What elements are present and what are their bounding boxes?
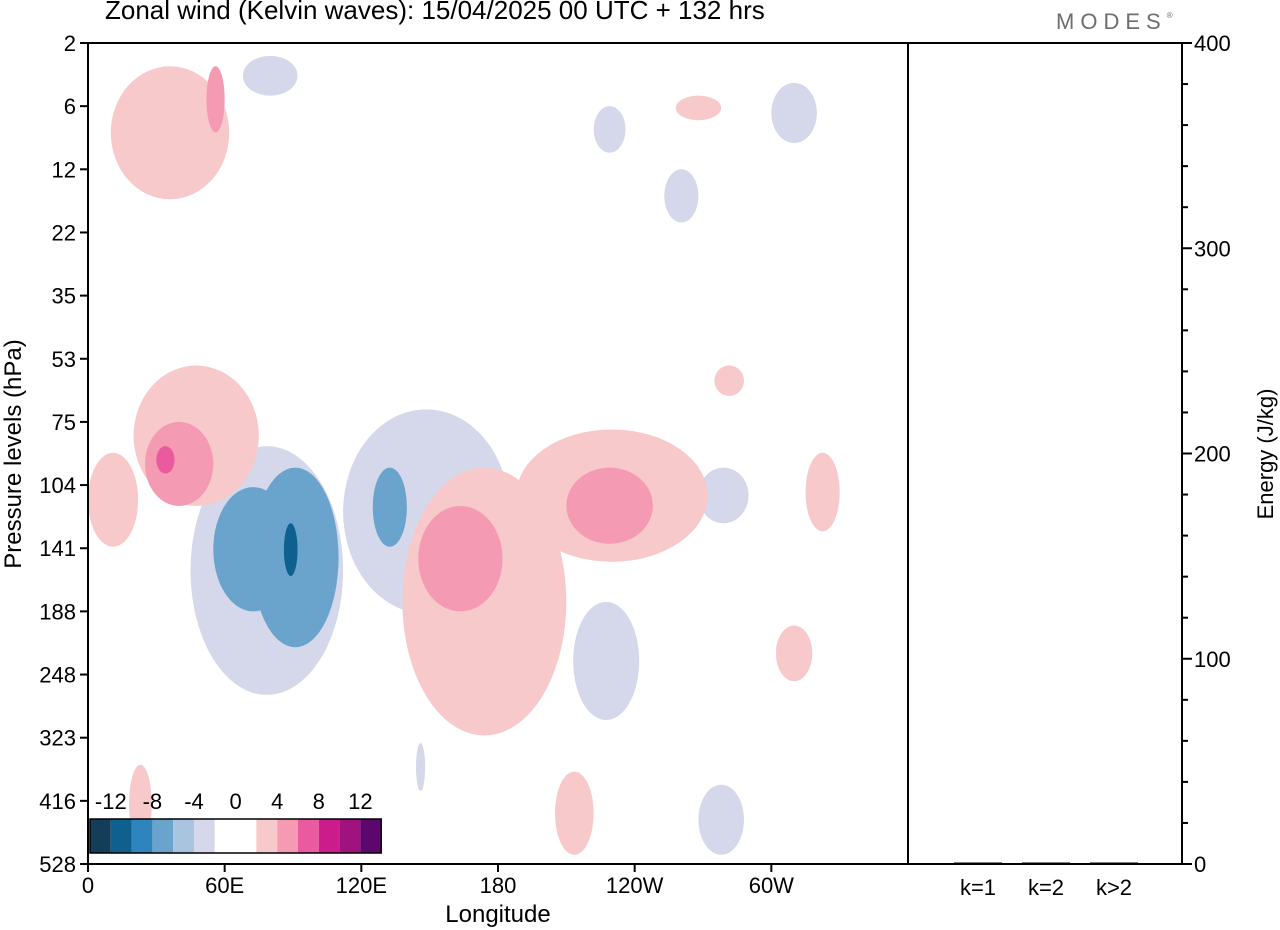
energy-tick-label: 200 bbox=[1194, 442, 1231, 467]
y-axis-label: Pressure levels (hPa) bbox=[0, 339, 27, 568]
colorbar-swatch bbox=[214, 819, 236, 853]
longitude-tick-label: 120E bbox=[336, 873, 387, 898]
energy-bar-label: k=1 bbox=[960, 875, 996, 900]
longitude-tick-label: 60E bbox=[205, 873, 244, 898]
easterly-region bbox=[283, 523, 298, 576]
energy-bar-label: k>2 bbox=[1096, 875, 1132, 900]
westerly-region bbox=[566, 467, 653, 544]
pressure-tick-label: 104 bbox=[39, 473, 76, 498]
colorbar-label: 12 bbox=[348, 789, 372, 814]
energy-bar-label: k=2 bbox=[1028, 875, 1064, 900]
energy-bar bbox=[1090, 862, 1138, 864]
colorbar-label: 4 bbox=[271, 789, 283, 814]
energy-axis: 0 100 200 300 400 bbox=[1182, 31, 1231, 877]
energy-bar bbox=[954, 862, 1002, 864]
colorbar-label: -12 bbox=[95, 789, 127, 814]
pressure-tick-label: 528 bbox=[39, 852, 76, 877]
westerly-region bbox=[554, 771, 594, 855]
westerly-region bbox=[88, 452, 139, 547]
pressure-tick-label: 35 bbox=[52, 284, 76, 309]
colorbar-swatch bbox=[339, 819, 361, 853]
pressure-tick-label: 188 bbox=[39, 599, 76, 624]
westerly-region bbox=[206, 66, 225, 133]
colorbar: -12 -8 -4 0 4 8 12 bbox=[89, 789, 382, 854]
westerly-region bbox=[144, 421, 214, 506]
easterly-region bbox=[698, 784, 744, 855]
westerly-region bbox=[418, 505, 503, 612]
pressure-tick-label: 416 bbox=[39, 789, 76, 814]
brand-name: MODES bbox=[1056, 9, 1167, 34]
easterly-region bbox=[664, 169, 699, 223]
westerly-region bbox=[714, 365, 744, 396]
colorbar-swatch bbox=[152, 819, 174, 853]
colorbar-label: -4 bbox=[184, 789, 204, 814]
easterly-region bbox=[416, 743, 426, 792]
colorbar-label: -8 bbox=[143, 789, 163, 814]
easterly-region bbox=[771, 82, 817, 144]
pressure-tick-label: 323 bbox=[39, 726, 76, 751]
pressure-tick-label: 6 bbox=[64, 94, 76, 119]
pressure-axis: 2 6 12 22 35 53 75 104 141 188 248 323 416 528 bbox=[39, 31, 88, 877]
energy-tick-label: 0 bbox=[1194, 852, 1206, 877]
easterly-region bbox=[573, 601, 640, 721]
colorbar-swatch bbox=[277, 819, 298, 853]
colorbar-swatch bbox=[256, 819, 278, 853]
colorbar-frame bbox=[89, 818, 382, 854]
easterly-region bbox=[698, 467, 749, 524]
energy-tick-label: 300 bbox=[1194, 236, 1231, 261]
energy-bar bbox=[1022, 862, 1070, 864]
pressure-tick-label: 12 bbox=[52, 157, 76, 182]
pressure-tick-label: 53 bbox=[52, 347, 76, 372]
pressure-tick-label: 248 bbox=[39, 663, 76, 688]
longitude-axis: 0 60E 120E 180 120W 60W bbox=[82, 864, 794, 898]
wind-contour-layer bbox=[88, 55, 840, 855]
pressure-tick-label: 22 bbox=[52, 220, 76, 245]
energy-plot-frame bbox=[907, 42, 1183, 865]
brand-mark: ® bbox=[1166, 11, 1173, 20]
pressure-tick-label: 2 bbox=[64, 31, 76, 56]
longitude-tick-label: 120W bbox=[606, 873, 664, 898]
colorbar-label: 8 bbox=[313, 789, 325, 814]
westerly-region bbox=[110, 66, 230, 200]
longitude-tick-label: 180 bbox=[480, 873, 517, 898]
pressure-tick-label: 141 bbox=[39, 536, 76, 561]
chart-title: Zonal wind (Kelvin waves): 15/04/2025 00… bbox=[105, 0, 765, 25]
easterly-region bbox=[593, 106, 626, 153]
westerly-region bbox=[805, 452, 840, 532]
longitude-tick-label: 0 bbox=[82, 873, 94, 898]
energy-bars: k=1 k=2 k>2 bbox=[954, 862, 1138, 900]
colorbar-swatch bbox=[131, 819, 153, 853]
brand-logo: MODES® bbox=[1056, 9, 1173, 35]
longitude-tick-label: 60W bbox=[749, 873, 794, 898]
colorbar-swatch bbox=[318, 819, 340, 853]
colorbar-swatch bbox=[298, 819, 319, 853]
easterly-region bbox=[372, 467, 407, 547]
pressure-tick-label: 75 bbox=[52, 410, 76, 435]
westerly-region bbox=[675, 95, 722, 121]
easterly-region bbox=[242, 55, 298, 96]
colorbar-swatch bbox=[110, 819, 132, 853]
westerly-region bbox=[156, 446, 175, 474]
colorbar-swatch bbox=[235, 819, 257, 853]
colorbar-swatch bbox=[360, 819, 382, 853]
energy-axis-label: Energy (J/kg) bbox=[1253, 389, 1278, 520]
colorbar-label: 0 bbox=[229, 789, 241, 814]
energy-tick-label: 100 bbox=[1194, 647, 1231, 672]
colorbar-swatch bbox=[90, 819, 111, 853]
colorbar-swatch bbox=[173, 819, 194, 853]
x-axis-label: Longitude bbox=[445, 901, 550, 928]
colorbar-swatch bbox=[194, 819, 215, 853]
westerly-region bbox=[775, 625, 813, 682]
energy-tick-label: 400 bbox=[1194, 31, 1231, 56]
